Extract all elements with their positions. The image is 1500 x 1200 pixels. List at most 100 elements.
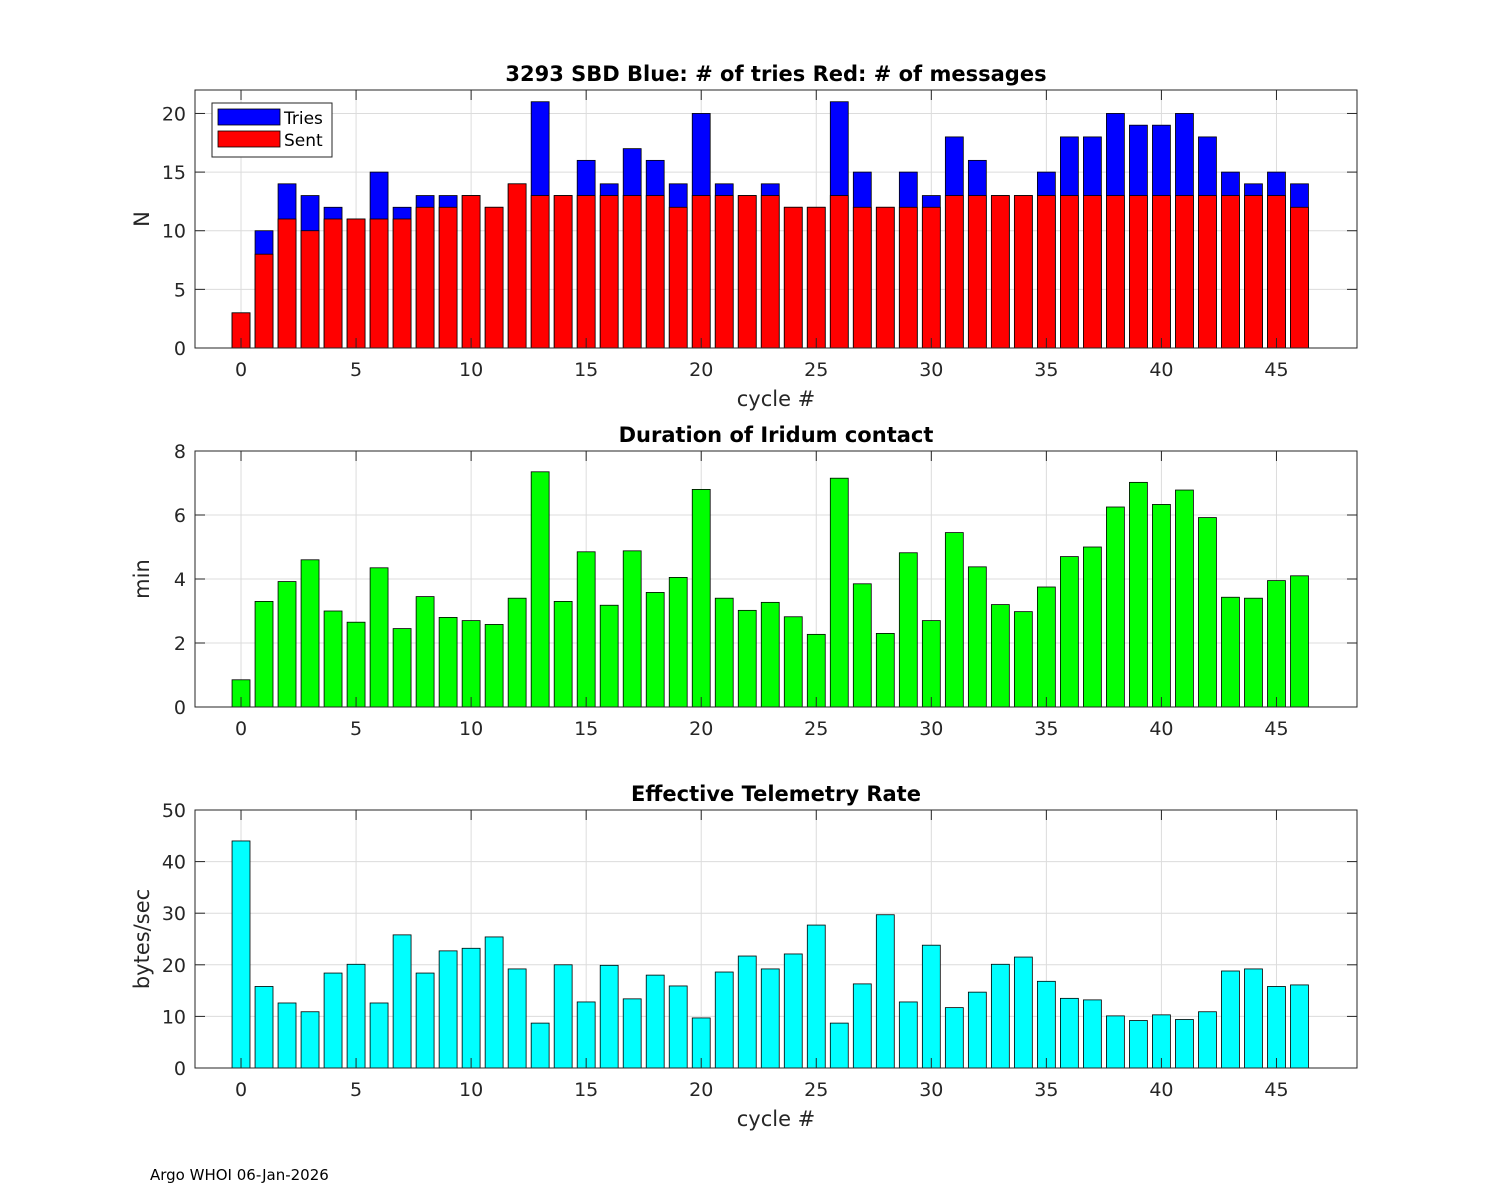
y-tick-label: 15 (162, 162, 186, 184)
bar-duration (668, 577, 688, 708)
y-axis-label: min (130, 559, 154, 599)
bar-rate (1267, 986, 1286, 1069)
bar-sent (921, 206, 941, 349)
x-tick-label: 10 (459, 359, 483, 381)
bar-duration (599, 604, 619, 708)
bar-sent (484, 206, 504, 349)
bar-duration (829, 477, 849, 708)
bar-duration (484, 624, 504, 708)
y-tick-label: 4 (174, 569, 186, 591)
bar-rate (1013, 956, 1033, 1069)
bar-duration (898, 552, 918, 708)
footer-label: Argo WHOI 06-Jan-2026 (150, 1166, 329, 1184)
bar-rate (530, 1022, 550, 1069)
bar-duration (737, 609, 757, 708)
axes-box (194, 89, 1358, 349)
x-tick-label: 15 (574, 1079, 598, 1101)
bar-rate (392, 934, 412, 1069)
x-tick-label: 45 (1264, 718, 1288, 740)
y-tick-label: 0 (174, 338, 186, 360)
bar-duration (507, 597, 527, 708)
x-tick-label: 25 (804, 359, 828, 381)
bar-duration (852, 583, 872, 708)
bar-sent (737, 195, 757, 349)
x-tick-label: 15 (574, 359, 598, 381)
bar-sent (507, 183, 527, 349)
bar-sent (668, 206, 688, 349)
x-tick-label: 10 (459, 1079, 483, 1101)
bar-sent (277, 218, 297, 349)
bar-duration (1013, 611, 1033, 708)
legend-swatch-sent (217, 130, 281, 148)
x-tick-label: 35 (1034, 359, 1058, 381)
bar-duration (1129, 481, 1148, 708)
bar-rate (369, 1002, 389, 1069)
bar-sent (392, 218, 412, 349)
bar-sent (1175, 195, 1194, 349)
bar-duration (967, 566, 987, 708)
bar-duration (875, 633, 895, 708)
bar-sent (691, 195, 711, 349)
bar-rate (783, 953, 803, 1069)
bar-rate (967, 991, 987, 1069)
x-tick-label: 5 (350, 359, 362, 381)
bar-sent (415, 206, 435, 349)
x-tick-label: 35 (1034, 718, 1058, 740)
bar-duration (1267, 580, 1286, 708)
y-tick-label: 30 (162, 903, 186, 925)
bar-sent (990, 195, 1010, 349)
x-tick-label: 30 (919, 359, 943, 381)
bar-rate (1290, 984, 1309, 1069)
bar-sent (714, 195, 734, 349)
x-tick-label: 20 (689, 1079, 713, 1101)
x-tick-label: 45 (1264, 1079, 1288, 1101)
bar-duration (1036, 586, 1056, 708)
x-tick-label: 0 (235, 1079, 247, 1101)
bar-rate (415, 972, 435, 1069)
chart-title: 3293 SBD Blue: # of tries Red: # of mess… (505, 62, 1046, 86)
bar-duration (300, 559, 320, 708)
bar-duration (392, 628, 412, 708)
bar-duration (806, 633, 826, 708)
bar-duration (346, 621, 366, 708)
chart-panel-2: 0 5 10 15 20 25 30 35 40 45 0 2 4 6 8 Duration of Iridu… (130, 423, 1358, 740)
bar-rate (1106, 1015, 1125, 1069)
bar-duration (921, 620, 941, 708)
bar-duration (944, 532, 964, 708)
y-tick-label: 6 (174, 505, 186, 527)
bar-rate (1060, 997, 1079, 1069)
x-tick-label: 30 (919, 1079, 943, 1101)
bar-duration (783, 616, 803, 708)
bar-rate (1244, 968, 1263, 1069)
y-tick-label: 8 (174, 441, 186, 463)
bar-rate (898, 1001, 918, 1069)
bar-sent (1013, 195, 1033, 349)
bar-rate (277, 1002, 297, 1069)
bar-sent (599, 195, 619, 349)
bar-rate (300, 1011, 320, 1069)
bar-rate (254, 986, 274, 1069)
bar-sent (461, 195, 481, 349)
x-tick-label: 10 (459, 718, 483, 740)
y-tick-label: 2 (174, 633, 186, 655)
bar-sent (1060, 195, 1079, 349)
bar-duration (461, 620, 481, 708)
x-tick-label: 0 (235, 718, 247, 740)
bar-sent (760, 195, 780, 349)
bar-rate (1198, 1011, 1217, 1069)
bar-sent (553, 195, 573, 349)
x-tick-label: 30 (919, 718, 943, 740)
legend-label-sent: Sent (284, 131, 323, 151)
x-tick-label: 25 (804, 718, 828, 740)
bar-sent (1036, 195, 1056, 349)
bar-sent (1152, 195, 1171, 349)
bar-rate (668, 985, 688, 1069)
legend-swatch-tries (217, 108, 281, 126)
bar-sent (1221, 195, 1240, 349)
bar-sent (944, 195, 964, 349)
x-tick-label: 35 (1034, 1079, 1058, 1101)
y-tick-label: 5 (174, 279, 186, 301)
bar-rate (760, 968, 780, 1069)
chart-panel-3: 0 5 10 15 20 25 30 35 40 45 0 10 20 30 40 50 Effective T… (130, 782, 1358, 1131)
